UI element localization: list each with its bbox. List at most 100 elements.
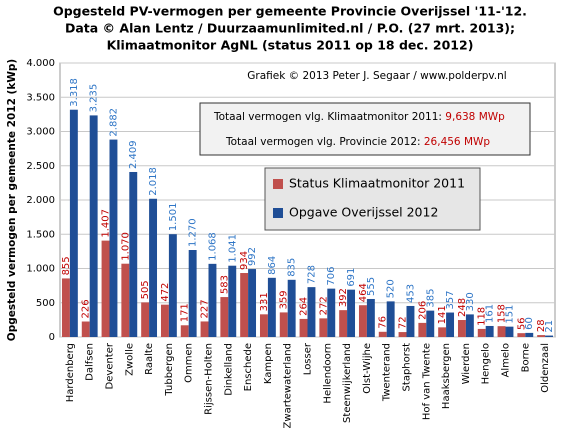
bar xyxy=(69,109,78,337)
x-tick-label: Staphorst xyxy=(402,343,413,392)
bar xyxy=(446,312,455,337)
value-label: 505 xyxy=(140,280,151,299)
total-text: Totaal vermogen vlg. Klimaatmonitor 2011… xyxy=(213,111,505,123)
value-label: 272 xyxy=(318,296,329,315)
value-label: 1.070 xyxy=(120,232,131,261)
bar xyxy=(89,115,98,337)
bar xyxy=(81,321,90,337)
value-label: 520 xyxy=(386,279,397,298)
value-label: 1.068 xyxy=(207,232,218,261)
chart-title: Klimaatmonitor AgNL (status 2011 op 18 d… xyxy=(107,38,474,53)
chart-title: Opgesteld PV-vermogen per gemeente Provi… xyxy=(53,4,527,19)
bar xyxy=(141,302,150,337)
value-label: 357 xyxy=(445,290,456,309)
bar xyxy=(366,298,375,337)
value-label: 158 xyxy=(497,304,508,323)
total-text: Totaal vermogen vlg. Provincie 2012: 26,… xyxy=(225,136,490,148)
bar xyxy=(525,332,534,337)
bar xyxy=(465,314,474,337)
bar xyxy=(240,273,249,337)
y-tick-label: 3.000 xyxy=(26,127,55,138)
y-tick-label: 500 xyxy=(36,298,55,309)
value-label: 855 xyxy=(61,256,72,275)
bar xyxy=(426,310,435,337)
value-label: 76 xyxy=(378,316,389,329)
bar xyxy=(307,287,316,337)
value-label: 2.018 xyxy=(148,167,159,196)
x-tick-label: Steenwijkerland xyxy=(342,343,353,423)
bar xyxy=(149,198,158,337)
bar xyxy=(279,312,288,337)
value-label: 1.270 xyxy=(188,218,199,247)
value-label: 728 xyxy=(306,265,317,284)
totals-box xyxy=(199,102,531,156)
x-tick-label: Hof van Twente xyxy=(421,343,432,420)
value-label: 864 xyxy=(267,256,278,275)
value-label: 359 xyxy=(279,290,290,309)
legend xyxy=(264,167,481,231)
value-label: 118 xyxy=(477,307,488,326)
value-label: 171 xyxy=(180,303,191,322)
bar xyxy=(299,318,308,337)
x-tick-label: Wierden xyxy=(461,343,472,384)
bar xyxy=(545,335,554,337)
legend-label: Opgave Overijssel 2012 xyxy=(289,205,438,220)
x-tick-label: Hellendoorn xyxy=(322,343,333,404)
x-tick-label: Tubbergen xyxy=(164,343,175,397)
bar xyxy=(101,240,110,337)
value-label: 226 xyxy=(81,299,92,318)
bar xyxy=(537,335,546,337)
bar xyxy=(121,263,130,337)
bar xyxy=(505,326,514,337)
bar xyxy=(248,269,257,337)
value-label: 3.235 xyxy=(89,84,100,113)
value-label: 472 xyxy=(160,283,171,302)
value-label: 934 xyxy=(239,251,250,270)
x-tick-label: Olst-Wijhe xyxy=(362,343,373,394)
value-label: 453 xyxy=(405,284,416,303)
value-label: 28 xyxy=(536,319,547,332)
value-label: 331 xyxy=(259,292,270,311)
bar xyxy=(398,332,407,337)
value-label: 555 xyxy=(366,277,377,296)
bar xyxy=(347,289,356,337)
bar xyxy=(160,304,169,337)
bar xyxy=(287,279,296,337)
bar xyxy=(168,234,177,337)
bar xyxy=(200,321,209,337)
bar xyxy=(339,310,348,337)
legend-swatch xyxy=(273,208,283,218)
y-tick-label: 2.000 xyxy=(26,195,55,206)
value-label: 835 xyxy=(287,258,298,277)
bar xyxy=(188,250,197,337)
bar xyxy=(485,325,494,337)
bar xyxy=(319,318,328,337)
x-tick-label: Oldenzaal xyxy=(540,343,551,393)
bar xyxy=(109,139,118,337)
value-label: 206 xyxy=(417,301,428,320)
bar xyxy=(259,314,268,337)
value-label: 21 xyxy=(544,320,555,333)
value-label: 2.409 xyxy=(128,140,139,169)
value-label: 992 xyxy=(247,247,258,266)
value-label: 706 xyxy=(326,267,337,286)
value-label: 2.882 xyxy=(108,108,119,137)
legend-swatch xyxy=(273,179,283,189)
x-tick-label: Dalfsen xyxy=(85,343,96,381)
bar xyxy=(208,263,217,337)
x-tick-label: Enschede xyxy=(243,343,254,391)
value-label: 72 xyxy=(398,316,409,329)
bar xyxy=(418,322,427,337)
value-label: 141 xyxy=(437,305,448,324)
bar xyxy=(406,305,415,337)
value-label: 330 xyxy=(465,292,476,311)
bar xyxy=(457,320,466,337)
value-label: 264 xyxy=(299,297,310,316)
y-tick-label: 4.000 xyxy=(26,58,55,69)
y-tick-label: 0 xyxy=(49,332,55,343)
value-label: 1.501 xyxy=(168,203,179,232)
x-tick-label: Hengelo xyxy=(481,343,492,384)
value-label: 161 xyxy=(485,304,496,323)
bar xyxy=(61,278,70,337)
